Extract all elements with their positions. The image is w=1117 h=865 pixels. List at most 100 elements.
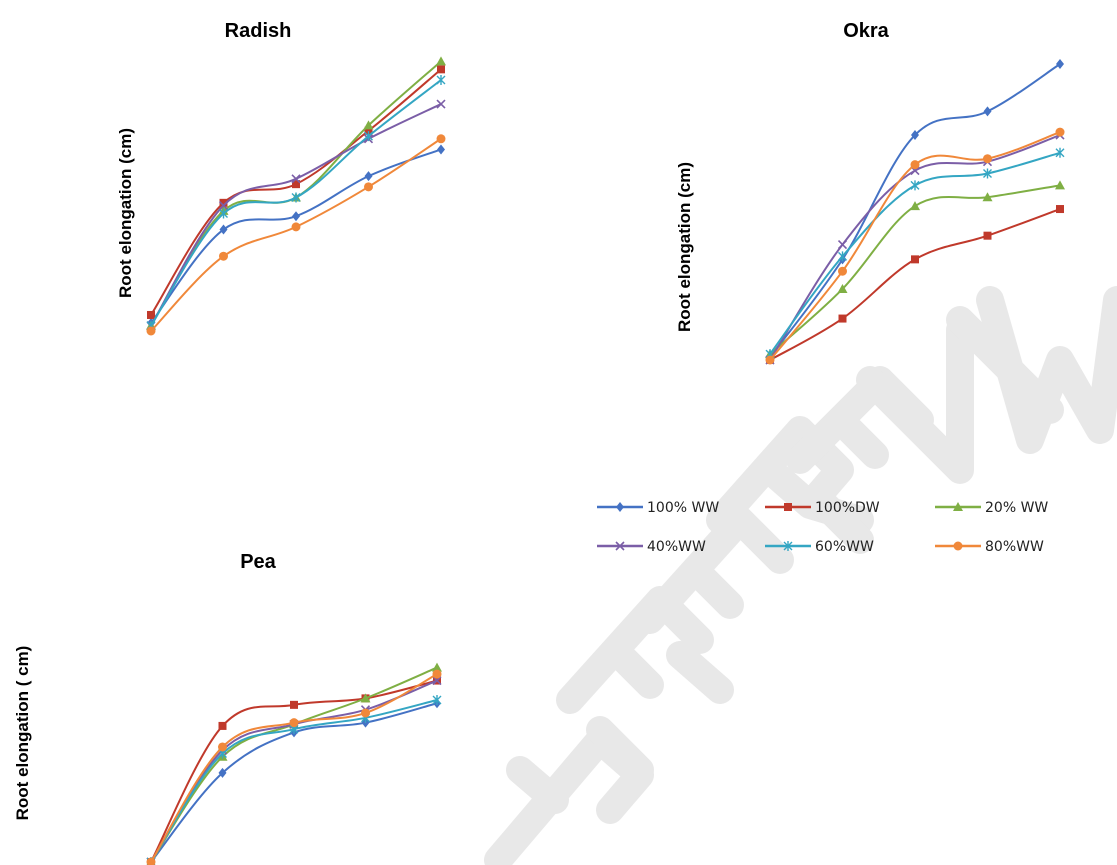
data-point	[838, 251, 847, 262]
legend-marker	[615, 541, 625, 551]
series-0-4	[146, 75, 446, 331]
series-1-4	[765, 147, 1065, 360]
data-point	[837, 283, 848, 293]
data-point	[1055, 147, 1065, 158]
watermark	[484, 286, 1117, 865]
data-point	[910, 201, 920, 211]
data-point	[289, 718, 299, 728]
data-point	[218, 721, 227, 730]
data-point	[837, 239, 848, 250]
data-point	[1056, 205, 1064, 214]
data-point	[291, 174, 301, 184]
series-0-5	[146, 134, 446, 336]
series-line	[769, 208, 1061, 361]
data-point	[219, 208, 228, 219]
legend-label: 60%WW	[815, 539, 874, 555]
data-point	[765, 355, 775, 365]
chart-radish: Radish Root elongation (cm)	[116, 20, 446, 336]
y-axis-label-okra: Root elongation (cm)	[675, 162, 694, 332]
data-point	[436, 75, 446, 86]
legend-marker	[616, 502, 624, 512]
data-point	[218, 742, 227, 752]
series-line	[150, 68, 442, 316]
series-1-5	[765, 127, 1065, 365]
data-point	[218, 767, 227, 778]
legend-marker	[953, 541, 963, 551]
legend: 100% WW 100%DW 20% WW 40%WW 60%WW 80%WW	[597, 500, 1048, 555]
chart-title-pea: Pea	[240, 551, 276, 573]
chart-okra: Okra Root elongation (cm)	[675, 20, 1065, 365]
series-2-2	[146, 662, 442, 865]
legend-label: 100% WW	[647, 500, 719, 516]
data-point	[910, 180, 920, 191]
series-1-2	[765, 180, 1065, 359]
data-point	[146, 857, 156, 865]
series-line	[150, 79, 442, 327]
data-point	[219, 224, 228, 235]
series-layer-pea	[146, 662, 442, 865]
data-point	[983, 168, 992, 179]
data-point	[432, 662, 442, 672]
chart-pea: Pea Root elongation ( cm)	[13, 551, 442, 865]
series-line	[769, 184, 1061, 355]
series-2-1	[147, 676, 441, 865]
data-point	[1055, 127, 1065, 137]
data-point	[290, 700, 298, 709]
data-point	[432, 695, 442, 705]
series-line	[769, 131, 1061, 361]
data-point	[436, 99, 446, 109]
data-point	[432, 675, 442, 686]
data-point	[983, 154, 992, 164]
series-2-5	[146, 669, 442, 865]
legend-marker	[953, 502, 963, 511]
series-line	[769, 151, 1061, 355]
series-line	[769, 134, 1061, 361]
series-0-0	[147, 144, 445, 328]
series-layer-okra	[765, 59, 1065, 365]
data-point	[1056, 59, 1064, 69]
data-point	[911, 130, 919, 141]
data-point	[983, 231, 992, 240]
data-point	[147, 310, 155, 319]
data-point	[436, 56, 446, 66]
data-point	[364, 126, 373, 135]
data-point	[219, 251, 228, 261]
legend-entry: 60%WW	[765, 539, 874, 555]
data-point	[364, 182, 373, 192]
series-0-1	[147, 65, 445, 319]
legend-label: 40%WW	[647, 539, 706, 555]
data-point	[219, 198, 228, 207]
data-point	[982, 192, 993, 202]
data-point	[437, 65, 445, 74]
data-point	[146, 326, 156, 336]
legend-label: 20% WW	[985, 500, 1048, 516]
data-point	[1055, 180, 1065, 190]
series-line	[150, 103, 442, 327]
y-axis-label-radish: Root elongation (cm)	[116, 128, 135, 298]
legend-marker	[783, 541, 793, 551]
data-point	[291, 192, 301, 203]
data-point	[292, 211, 300, 222]
legend-entry: 100%DW	[765, 500, 880, 516]
y-axis-label-pea: Root elongation ( cm)	[13, 646, 32, 821]
data-point	[360, 693, 371, 703]
data-point	[432, 669, 442, 679]
data-point	[292, 180, 300, 189]
series-line	[150, 137, 442, 332]
series-line	[150, 148, 442, 324]
watermark-shape	[484, 286, 1117, 865]
legend-entry: 80%WW	[935, 539, 1044, 555]
data-point	[363, 120, 374, 130]
data-point	[983, 106, 992, 117]
data-point	[437, 144, 445, 155]
chart-title-radish: Radish	[225, 20, 292, 42]
data-point	[436, 134, 446, 144]
data-point	[361, 708, 370, 718]
series-line	[150, 666, 438, 863]
series-line	[769, 63, 1061, 358]
series-line	[150, 699, 438, 863]
data-point	[910, 160, 920, 170]
legend-entry: 100% WW	[597, 500, 719, 516]
series-1-1	[766, 205, 1064, 364]
